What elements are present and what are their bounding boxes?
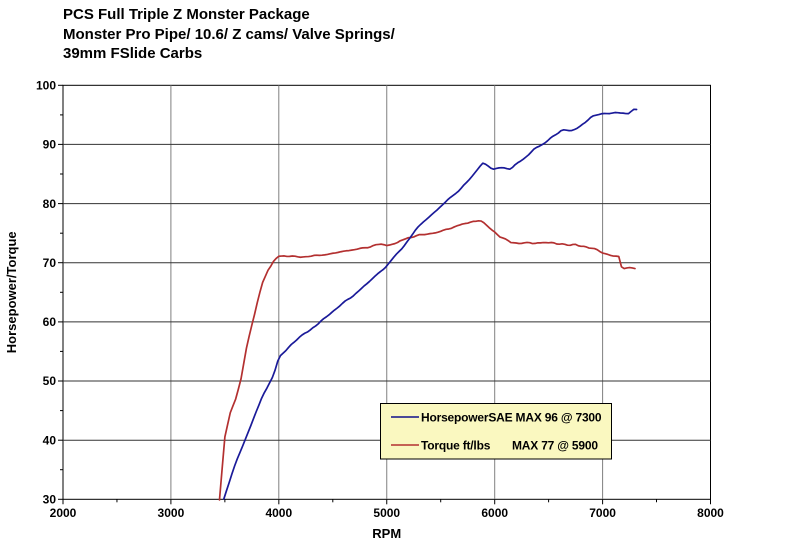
svg-text:30: 30	[43, 493, 57, 507]
svg-text:MAX 77 @ 5900: MAX 77 @ 5900	[512, 439, 598, 453]
svg-text:6000: 6000	[481, 506, 508, 520]
svg-text:8000: 8000	[697, 506, 724, 520]
svg-text:Horsepower/Torque: Horsepower/Torque	[4, 231, 19, 353]
svg-text:Torque ft/lbs: Torque ft/lbs	[421, 439, 491, 453]
svg-text:HorsepowerSAE MAX 96 @ 7300: HorsepowerSAE MAX 96 @ 7300	[421, 411, 602, 425]
svg-text:50: 50	[43, 374, 57, 388]
svg-text:7000: 7000	[589, 506, 616, 520]
svg-text:4000: 4000	[265, 506, 292, 520]
svg-text:Monster Pro Pipe/ 10.6/ Z cams: Monster Pro Pipe/ 10.6/ Z cams/ Valve Sp…	[63, 26, 396, 43]
svg-text:PCS Full Triple Z Monster Pack: PCS Full Triple Z Monster Package	[63, 6, 310, 23]
svg-text:80: 80	[43, 197, 57, 211]
svg-text:39mm FSlide Carbs: 39mm FSlide Carbs	[63, 45, 202, 62]
svg-text:100: 100	[36, 79, 56, 93]
svg-text:2000: 2000	[50, 506, 77, 520]
svg-text:5000: 5000	[373, 506, 400, 520]
svg-text:40: 40	[43, 433, 57, 447]
svg-text:RPM: RPM	[372, 526, 401, 541]
svg-text:60: 60	[43, 315, 57, 329]
svg-text:3000: 3000	[158, 506, 185, 520]
svg-text:90: 90	[43, 138, 57, 152]
svg-text:70: 70	[43, 256, 57, 270]
